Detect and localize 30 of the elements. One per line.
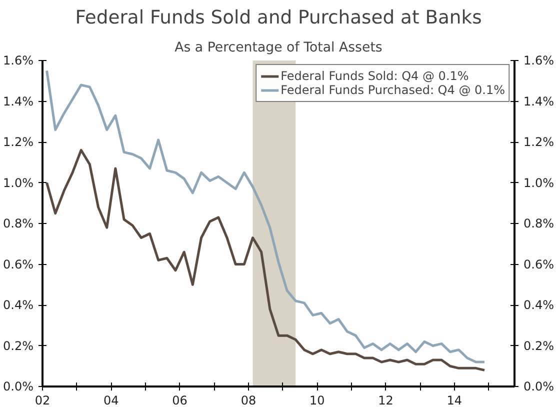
x-tick-label: 14 <box>446 394 462 407</box>
x-tick-label: 08 <box>240 394 256 407</box>
y2-tick-label: 0.2% <box>524 338 554 353</box>
y-tick-label: 0.6% <box>3 257 34 272</box>
x-tick-label: 04 <box>104 394 119 407</box>
chart-title: Federal Funds Sold and Purchased at Banks <box>75 8 482 28</box>
y-tick-label: 1.2% <box>3 135 34 149</box>
y2-tick-label: 1.6% <box>524 54 554 68</box>
chart-subtitle: As a Percentage of Total Assets <box>174 40 382 56</box>
x-tick-label: 10 <box>309 394 325 407</box>
y-tick-label: 0.8% <box>3 216 34 230</box>
y2-tick-label: 0.0% <box>524 380 554 394</box>
y2-tick-label: 1.0% <box>524 176 554 190</box>
x-tick-label: 02 <box>34 394 50 407</box>
y-tick-label: 0.0% <box>3 380 34 394</box>
y-tick-label: 1.0% <box>3 176 34 190</box>
line-series <box>46 148 486 372</box>
y-tick-label: 1.4% <box>3 94 34 108</box>
y2-tick-label: 1.4% <box>524 94 554 108</box>
legend-label: Federal Funds Purchased: Q4 @ 0.1% <box>280 83 505 97</box>
x-tick-label: 12 <box>378 394 394 407</box>
x-tick-label: 06 <box>172 394 188 407</box>
y2-tick-label: 0.4% <box>524 298 554 312</box>
y-tick-label: 0.4% <box>3 298 34 312</box>
y2-tick-label: 0.6% <box>524 257 554 272</box>
legend-label: Federal Funds Sold: Q4 @ 0.1% <box>280 69 469 83</box>
y-tick-label: 0.2% <box>3 338 34 353</box>
y2-tick-label: 0.8% <box>524 216 554 230</box>
y2-tick-label: 1.2% <box>524 135 554 149</box>
y-tick-label: 1.6% <box>3 54 34 68</box>
